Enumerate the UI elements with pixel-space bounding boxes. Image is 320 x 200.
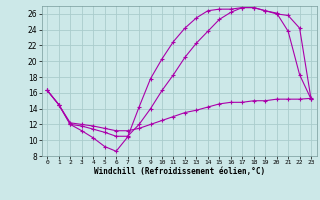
- X-axis label: Windchill (Refroidissement éolien,°C): Windchill (Refroidissement éolien,°C): [94, 167, 265, 176]
